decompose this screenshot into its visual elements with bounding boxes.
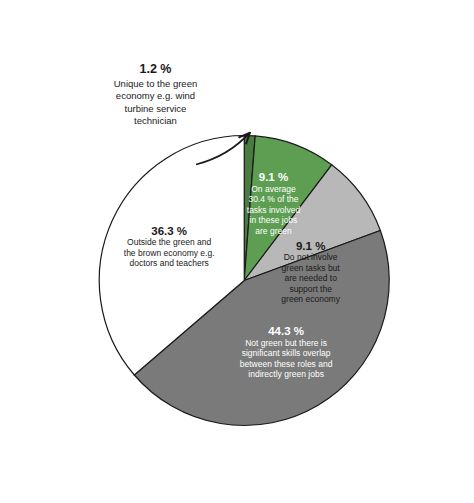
description-line: in these jobs (250, 215, 298, 225)
description-line: doctors and teachers (129, 258, 208, 268)
data-label: 44.3 % (268, 325, 304, 337)
description-line: Unique to the green (114, 78, 197, 89)
description-line: technician (134, 115, 177, 126)
pie-slice (99, 136, 244, 376)
data-label: 9.1 % (259, 171, 288, 183)
description-line: tasks involved (247, 205, 301, 215)
description-line: green economy (281, 294, 340, 304)
pie-group: 1.2 % Unique to the greeneconomy e.g. win… (99, 62, 389, 426)
outside-label: 1.2 % Unique to the greeneconomy e.g. win… (114, 62, 250, 165)
slices (99, 136, 389, 426)
description-line: between these roles and (240, 359, 333, 369)
description-line: indirectly green jobs (248, 369, 324, 379)
inside-label: 9.1 %Do not involvegreen tasks butare ne… (281, 240, 340, 305)
data-label: 9.1 % (296, 240, 325, 252)
description-line: Not green but there is (245, 338, 327, 348)
description-line: Do not involve (284, 252, 338, 262)
slice-description: Not green but there issignificant skills… (240, 338, 333, 380)
slice-description: Unique to the greeneconomy e.g. wind turb… (114, 78, 197, 127)
description-line: significant skills overlap (242, 348, 331, 358)
inside-label: 9.1 %On average30.4 % of thetasks involv… (247, 171, 301, 236)
description-line: are green (255, 226, 292, 236)
data-label: 36.3 % (151, 225, 187, 237)
description-line: turbine service (125, 103, 187, 114)
chart-svg: 1.2 % Unique to the greeneconomy e.g. win… (0, 0, 474, 503)
slice-description: On average30.4 % of thetasks involvedin … (247, 184, 301, 236)
slice-description: Do not involvegreen tasks butare needed … (281, 252, 340, 304)
description-line: the brown economy e.g. (124, 248, 215, 258)
description-line: On average (251, 184, 296, 194)
data-label: 1.2 % (139, 62, 171, 76)
description-line: 30.4 % of the (248, 194, 298, 204)
inside-label: 36.3 %Outside the green andthe brown eco… (124, 225, 215, 269)
slice-description: Outside the green andthe brown economy e… (124, 237, 215, 268)
description-line: support the (289, 284, 332, 294)
description-line: Outside the green and (127, 237, 211, 247)
labels: 1.2 % Unique to the greeneconomy e.g. win… (114, 62, 341, 380)
inside-label: 44.3 %Not green but there issignificant … (240, 325, 333, 379)
description-line: economy e.g. wind (116, 90, 195, 101)
annotation-arrow (196, 133, 250, 165)
description-line: green tasks but (282, 263, 341, 273)
chart-container: 1.2 % Unique to the greeneconomy e.g. win… (0, 0, 474, 503)
description-line: are needed to (284, 273, 337, 283)
